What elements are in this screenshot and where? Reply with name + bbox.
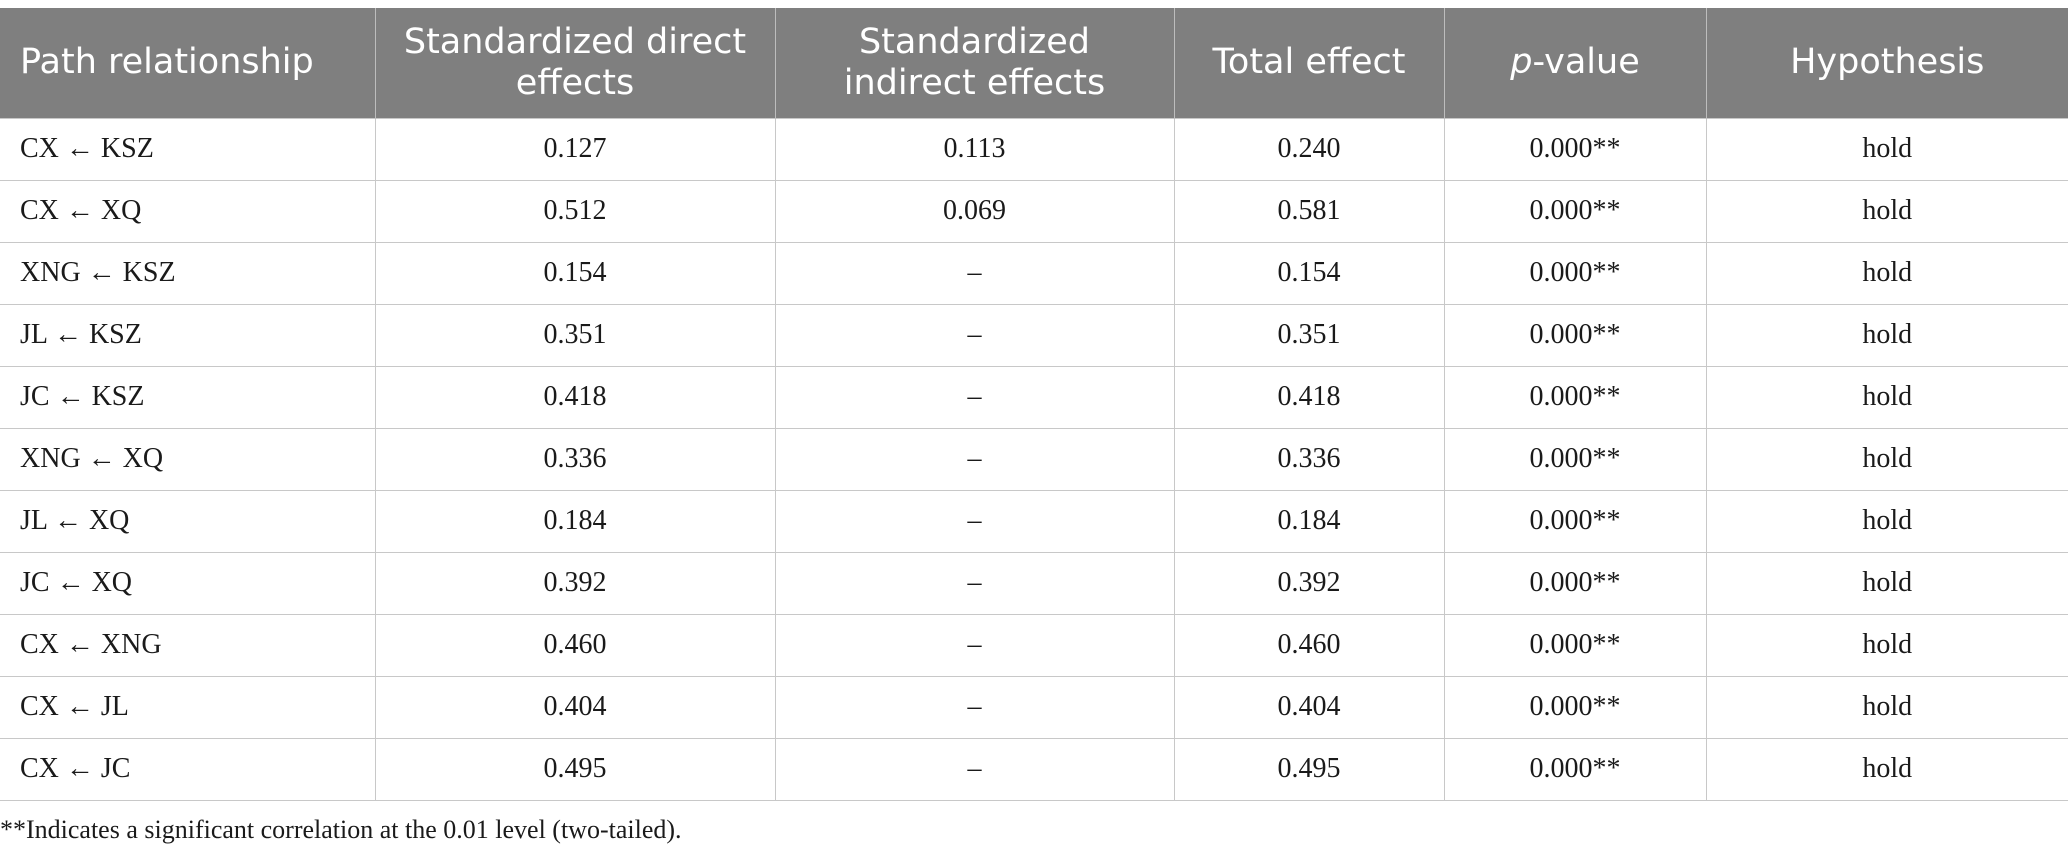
table-row: CX ← JL 0.404–0.404 0.000** hold [0,675,2068,739]
table-row: JC ← XQ 0.392–0.392 0.000** hold [0,551,2068,615]
indirect-effect-cell: – [774,551,1175,615]
p-value-cell: 0.000** [1443,737,1707,801]
p-value-cell: 0.000** [1443,489,1707,553]
table-row: JC ← KSZ 0.418–0.418 0.000** hold [0,365,2068,429]
table-row: CX ← KSZ 0.127 0.113 0.240 0.000** hold [0,117,2068,181]
table-row: XNG ← KSZ 0.154–0.154 0.000** hold [0,241,2068,305]
total-effect-cell: 0.418 [1173,365,1445,429]
header-row: Path relationship Standardized direct ef… [0,8,2068,118]
total-effect-cell: 0.154 [1173,241,1445,305]
total-effect-cell: 0.581 [1173,179,1445,243]
total-effect-cell: 0.240 [1173,117,1445,181]
table-row: JL ← KSZ 0.351–0.351 0.000** hold [0,303,2068,367]
table-body: CX ← KSZ 0.127 0.113 0.240 0.000** hold CX ← X… [0,117,2068,801]
hypothesis-cell: hold [1705,365,2068,429]
p-value-cell: 0.000** [1443,117,1707,181]
direct-effect-cell: 0.127 [374,117,776,181]
p-value-cell: 0.000** [1443,303,1707,367]
path-relationship-cell: CX ← XNG [0,613,376,677]
p-value-cell: 0.000** [1443,551,1707,615]
header-hypothesis: Hypothesis [1705,8,2068,118]
table-row: CX ← XNG 0.460–0.460 0.000** hold [0,613,2068,677]
indirect-effect-cell: 0.069 [774,179,1175,243]
p-value-cell: 0.000** [1443,675,1707,739]
p-value-cell: 0.000** [1443,613,1707,677]
path-relationship-cell: XNG ← KSZ [0,241,376,305]
path-relationship-cell: CX ← JL [0,675,376,739]
path-relationship-cell: JL ← XQ [0,489,376,553]
hypothesis-cell: hold [1705,489,2068,553]
hypothesis-cell: hold [1705,427,2068,491]
hypothesis-cell: hold [1705,737,2068,801]
hypothesis-cell: hold [1705,613,2068,677]
indirect-effect-cell: 0.113 [774,117,1175,181]
indirect-effect-cell: – [774,613,1175,677]
direct-effect-cell: 0.460 [374,613,776,677]
p-value-cell: 0.000** [1443,365,1707,429]
direct-effect-cell: 0.512 [374,179,776,243]
p-value-cell: 0.000** [1443,241,1707,305]
indirect-effect-cell: – [774,241,1175,305]
direct-effect-cell: 0.351 [374,303,776,367]
direct-effect-cell: 0.418 [374,365,776,429]
header-direct-effects: Standardized direct effects [374,8,776,118]
p-value-cell: 0.000** [1443,179,1707,243]
effects-table-container: Path relationship Standardized direct ef… [0,8,2068,801]
total-effect-cell: 0.392 [1173,551,1445,615]
indirect-effect-cell: – [774,365,1175,429]
indirect-effect-cell: – [774,489,1175,553]
p-value-italic: p [1510,42,1533,83]
direct-effect-cell: 0.154 [374,241,776,305]
indirect-effect-cell: – [774,303,1175,367]
indirect-effect-cell: – [774,675,1175,739]
table-footnote: **Indicates a significant correlation at… [0,815,682,844]
hypothesis-cell: hold [1705,551,2068,615]
hypothesis-cell: hold [1705,179,2068,243]
header-total-effect: Total effect [1173,8,1445,118]
direct-effect-cell: 0.495 [374,737,776,801]
hypothesis-cell: hold [1705,675,2068,739]
header-path-relationship: Path relationship [0,8,376,118]
header-indirect-effects: Standardized indirect effects [774,8,1175,118]
p-value-cell: 0.000** [1443,427,1707,491]
direct-effect-cell: 0.336 [374,427,776,491]
total-effect-cell: 0.184 [1173,489,1445,553]
total-effect-cell: 0.460 [1173,613,1445,677]
hypothesis-cell: hold [1705,241,2068,305]
header-p-value: p-value [1443,8,1707,118]
path-relationship-cell: XNG ← XQ [0,427,376,491]
table-row: JL ← XQ 0.184–0.184 0.000** hold [0,489,2068,553]
indirect-effect-cell: – [774,737,1175,801]
path-effects-table: Path relationship Standardized direct ef… [0,8,2068,801]
direct-effect-cell: 0.184 [374,489,776,553]
total-effect-cell: 0.404 [1173,675,1445,739]
path-relationship-cell: JL ← KSZ [0,303,376,367]
table-row: CX ← JC 0.495–0.495 0.000** hold [0,737,2068,801]
total-effect-cell: 0.495 [1173,737,1445,801]
total-effect-cell: 0.336 [1173,427,1445,491]
table-row: CX ← XQ 0.512 0.069 0.581 0.000** hold [0,179,2068,243]
path-relationship-cell: CX ← KSZ [0,117,376,181]
table-header: Path relationship Standardized direct ef… [0,8,2068,118]
path-relationship-cell: JC ← KSZ [0,365,376,429]
direct-effect-cell: 0.392 [374,551,776,615]
direct-effect-cell: 0.404 [374,675,776,739]
indirect-effect-cell: – [774,427,1175,491]
hypothesis-cell: hold [1705,117,2068,181]
path-relationship-cell: JC ← XQ [0,551,376,615]
hypothesis-cell: hold [1705,303,2068,367]
table-row: XNG ← XQ 0.336–0.336 0.000** hold [0,427,2068,491]
total-effect-cell: 0.351 [1173,303,1445,367]
path-relationship-cell: CX ← XQ [0,179,376,243]
path-relationship-cell: CX ← JC [0,737,376,801]
